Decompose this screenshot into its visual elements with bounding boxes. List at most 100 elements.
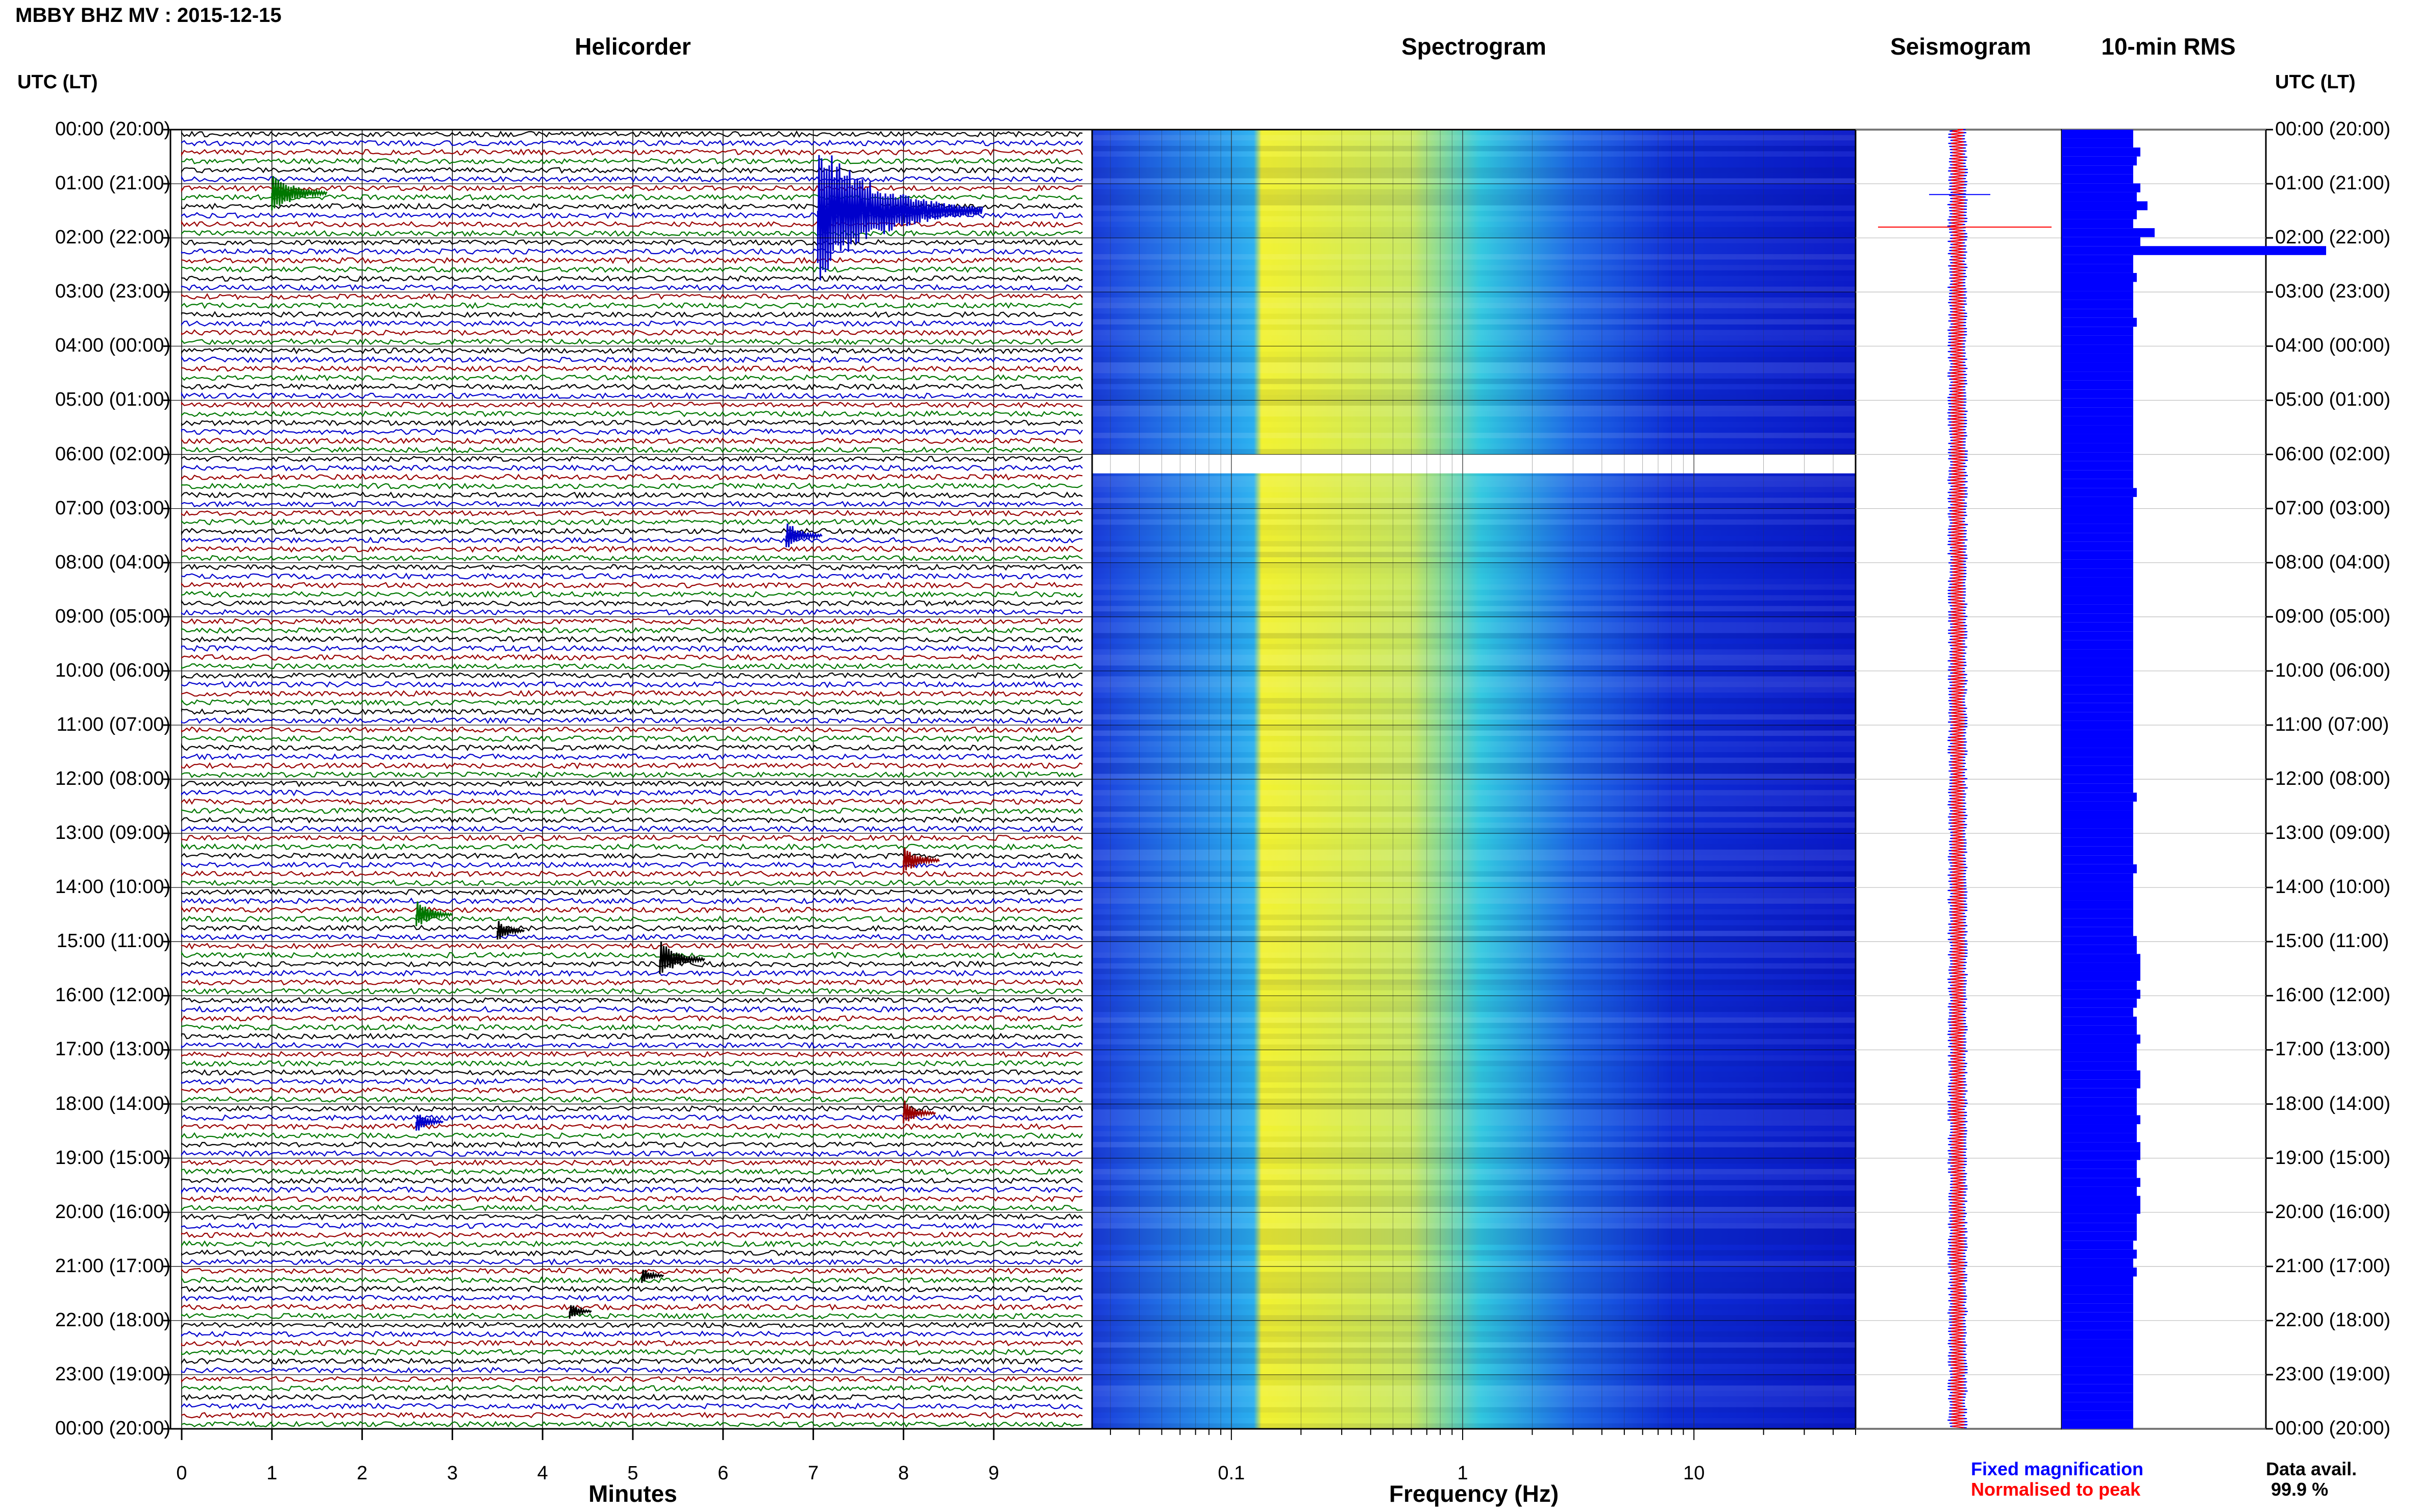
rms-bar (2062, 1052, 2137, 1062)
spectrogram-stripe (1092, 1380, 1856, 1386)
spectrogram-stripe (1092, 1077, 1856, 1083)
hour-label-right: 09:00 (05:00) (2275, 605, 2391, 627)
helicorder-x-tick-label: 8 (898, 1463, 909, 1484)
helicorder-trace (181, 1357, 1083, 1365)
helicorder-event (415, 901, 453, 926)
spectrogram-stripe (1092, 433, 1856, 438)
spectrogram-stripe (1092, 611, 1856, 617)
spectrogram-stripe (1092, 676, 1856, 682)
hour-label-right: 03:00 (23:00) (2275, 281, 2391, 303)
rms-bar (2062, 1142, 2140, 1151)
spectrogram-stripe (1092, 194, 1856, 200)
spectrogram-stripe (1092, 167, 1856, 173)
helicorder-trace (181, 383, 1083, 390)
rms-bar (2062, 918, 2133, 927)
spectrogram-stripe (1092, 1423, 1856, 1429)
helicorder-trace (181, 1005, 1083, 1013)
spectrogram-stripe (1092, 292, 1856, 298)
helicorder-trace (181, 780, 1083, 787)
rms-bar (2062, 1303, 2133, 1312)
helicorder-trace (181, 554, 1083, 562)
spectrogram-stripe (1092, 979, 1856, 985)
spectrogram-stripe (1092, 904, 1856, 909)
spectrogram-stripe (1092, 1331, 1856, 1337)
helicorder-trace (181, 1285, 1083, 1293)
helicorder-trace (181, 807, 1083, 814)
rms-bar (2062, 192, 2137, 202)
helicorder-trace (181, 1349, 1083, 1356)
helicorder-trace (181, 1231, 1083, 1238)
helicorder-trace (181, 1213, 1083, 1221)
spectrogram-stripe (1092, 1174, 1856, 1180)
spectrogram-stripe (1092, 574, 1856, 579)
spectrogram-stripe (1092, 709, 1856, 714)
rms-bar (2062, 1294, 2133, 1304)
spectrogram-stripe (1092, 665, 1856, 671)
helicorder-trace (181, 184, 1083, 193)
helicorder-trace (181, 509, 1083, 517)
rms-bar (2062, 1034, 2140, 1044)
spectrogram-panel (1091, 129, 1857, 1440)
helicorder-event (659, 941, 705, 974)
rms-bar (2062, 506, 2133, 515)
spectrogram-stripe (1092, 1033, 1856, 1039)
spectrogram-stripe (1092, 914, 1856, 920)
utc-header-left: UTC (LT) (17, 71, 98, 93)
spectrogram-stripe (1092, 1320, 1856, 1326)
spectrogram-stripe (1092, 1310, 1856, 1316)
spectrogram-stripe (1092, 286, 1856, 292)
spectrogram-stripe (1092, 205, 1856, 211)
figure-title: MBBY BHZ MV : 2015-12-15 (15, 4, 282, 27)
hour-label-right: 00:00 (20:00) (2275, 1418, 2391, 1439)
helicorder-trace (181, 130, 1083, 138)
spectrogram-stripe (1092, 1234, 1856, 1240)
spectrogram-stripe (1092, 741, 1856, 747)
rms-bar (2062, 515, 2133, 524)
helicorder-trace (181, 1078, 1083, 1085)
rms-bar (2062, 1097, 2137, 1106)
helicorder-trace (181, 374, 1083, 382)
hour-label-left: 00:00 (20:00) (55, 1418, 170, 1439)
helicorder-trace (181, 1402, 1083, 1410)
rms-bar (2062, 282, 2133, 291)
spectrogram-stripe (1092, 308, 1856, 314)
spectrogram-stripe (1092, 795, 1856, 801)
rms-bar (2062, 837, 2133, 847)
rms-bar (2062, 237, 2140, 246)
hour-label-right: 08:00 (04:00) (2275, 551, 2391, 573)
hour-label-right: 23:00 (19:00) (2275, 1363, 2391, 1385)
spectrogram-stripe (1092, 243, 1856, 249)
spectrogram-stripe (1092, 806, 1856, 812)
spectrogram-stripe (1092, 1201, 1856, 1207)
spectrogram-stripe (1092, 1050, 1856, 1055)
rms-bar (2062, 999, 2137, 1008)
rms-bar (2062, 425, 2133, 434)
legend-fixed-magnification: Fixed magnification (1971, 1458, 2144, 1479)
hour-label-left: 21:00 (17:00) (55, 1255, 170, 1277)
helicorder-trace (181, 915, 1083, 923)
hour-label-left: 15:00 (11:00) (56, 930, 170, 952)
spectrogram-x-tick-label: 10 (1683, 1463, 1705, 1484)
spectrogram-stripe (1092, 443, 1856, 449)
spectrogram-stripe (1092, 817, 1856, 823)
rms-bar (2062, 1330, 2133, 1340)
helicorder-trace (181, 735, 1083, 742)
rms-bar (2062, 452, 2133, 461)
legend-normalised-to-peak: Normalised to peak (1971, 1479, 2141, 1500)
spectrogram-stripe (1092, 373, 1856, 379)
rms-bar (2062, 864, 2137, 874)
rms-bar (2062, 936, 2137, 945)
helicorder-x-tick-label: 1 (266, 1463, 278, 1484)
rms-bar (2062, 945, 2137, 954)
rms-bar (2062, 1025, 2137, 1035)
spectrogram-stripe (1092, 184, 1856, 189)
helicorder-trace (181, 888, 1083, 896)
rms-bar (2062, 497, 2133, 506)
spectrogram-stripe (1092, 893, 1856, 899)
helicorder-trace (181, 762, 1083, 770)
spectrogram-stripe (1092, 1272, 1856, 1277)
helicorder-x-tick-label: 3 (447, 1463, 458, 1484)
spectrogram-stripe (1092, 936, 1856, 942)
spectrogram-stripe (1092, 178, 1856, 184)
spectrogram-stripe (1092, 774, 1856, 779)
